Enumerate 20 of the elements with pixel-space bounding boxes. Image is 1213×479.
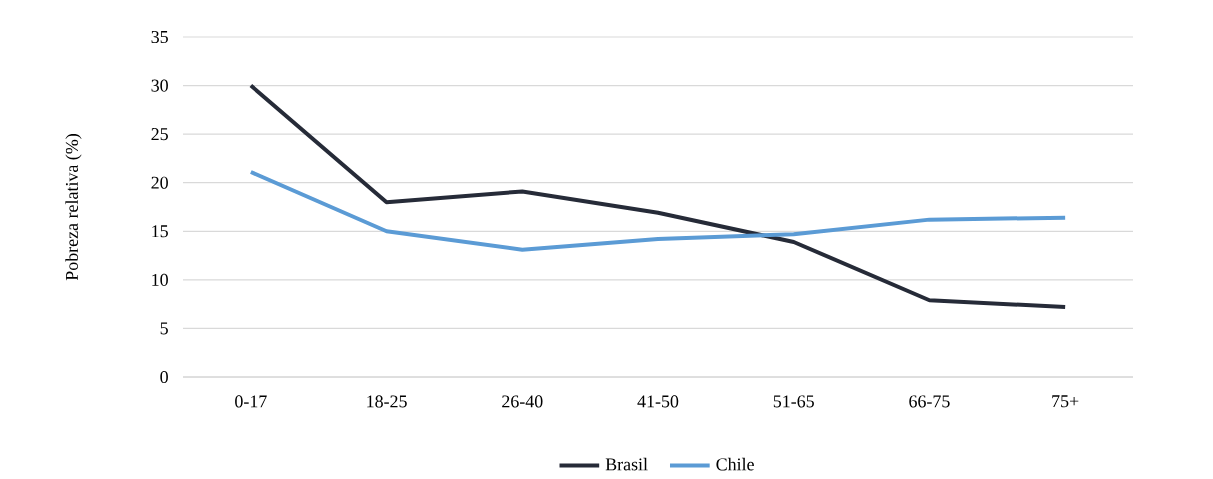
y-axis-title: Pobreza relativa (%) bbox=[65, 134, 82, 281]
x-tick-label: 75+ bbox=[1052, 395, 1079, 408]
y-tick-label: 30 bbox=[151, 79, 168, 92]
x-tick-label: 18-25 bbox=[367, 395, 407, 408]
x-tick-label: 66-75 bbox=[909, 395, 950, 408]
line-series bbox=[248, 83, 1068, 310]
y-tick-label: 5 bbox=[160, 322, 168, 335]
line-series bbox=[248, 170, 1068, 252]
y-tick-label: 15 bbox=[152, 225, 168, 238]
y-tick-label: 0 bbox=[160, 370, 168, 384]
legend-label: Brasil bbox=[605, 457, 648, 471]
x-tick-label: 26-40 bbox=[502, 395, 543, 408]
y-tick-label: 20 bbox=[151, 176, 168, 189]
legend-label: Chile bbox=[716, 457, 754, 471]
x-tick-label: 0-17 bbox=[235, 395, 267, 408]
y-tick-label: 10 bbox=[152, 273, 168, 286]
x-tick-label: 41-50 bbox=[637, 395, 679, 408]
x-tick-label: 51-65 bbox=[773, 395, 814, 408]
y-tick-label: 35 bbox=[151, 30, 168, 44]
y-tick-label: 25 bbox=[151, 128, 168, 141]
